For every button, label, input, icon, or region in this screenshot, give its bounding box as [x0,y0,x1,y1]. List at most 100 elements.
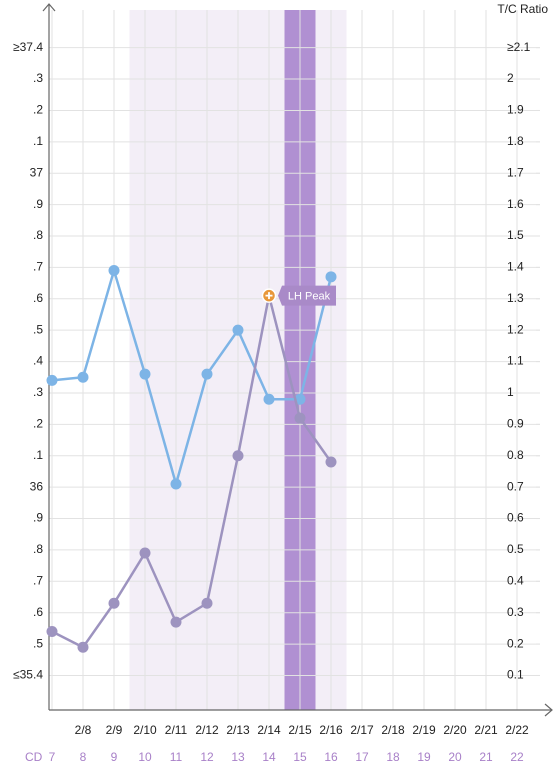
y2-tick-label: 0.8 [507,448,524,462]
annotation-box [278,285,336,306]
y2-tick-label: 1.8 [507,134,524,148]
series-line [51,266,333,489]
y2-tick-label: 1.6 [507,197,524,211]
y2-tick-label: 0.2 [507,636,524,650]
cycle-day-label: 8 [80,750,87,764]
x-tick-label: 2/11 [165,723,188,737]
x-tick-label: 2/22 [505,723,529,737]
x-tick-label: 2/16 [319,723,343,737]
data-point [77,641,89,653]
y-tick-label: ≥37.4 [13,40,43,54]
y2-tick-label: 0.5 [507,542,524,556]
y-tick-label: .6 [33,605,43,619]
y2-tick-label: 0.6 [507,511,524,525]
y2-tick-label: 0.1 [507,668,524,682]
x-tick-label: 2/10 [133,723,157,737]
x-tick-label: 2/19 [412,723,436,737]
y-tick-label: .1 [33,448,43,462]
y-tick-label: .7 [33,573,43,587]
data-point [325,271,337,283]
x-tick-label: 2/8 [75,723,92,737]
data-point [46,374,58,386]
y2-tick-label: 1.1 [507,354,524,368]
y2-tick-label: 0.9 [507,417,524,431]
x-tick-label: 2/13 [226,723,250,737]
x-tick-label: 2/20 [443,723,467,737]
cycle-day-label: 17 [355,750,369,764]
data-point [201,368,213,380]
data-point [263,393,275,405]
y-tick-label: .1 [33,134,43,148]
data-point [201,597,213,609]
y2-tick-label: 1.2 [507,322,524,336]
cycle-day-label: 7 [49,750,56,764]
y2-axis-label: T/C Ratio [497,2,548,16]
y2-tick-label: 1.7 [507,165,524,179]
cycle-day-label: 21 [479,750,493,764]
y-tick-label: .8 [33,228,43,242]
cycle-day-label: 13 [231,750,245,764]
y-tick-label: .9 [33,197,43,211]
cycle-day-label: 22 [510,750,524,764]
cycle-day-label: 18 [386,750,400,764]
data-point [232,324,244,336]
y-axis-arrow [42,3,56,12]
y2-tick-label: 2 [507,71,514,85]
y-tick-label: .3 [33,71,43,85]
y2-tick-label: 0.3 [507,605,524,619]
data-point [77,371,89,383]
y-tick-label: .7 [33,260,43,274]
y2-tick-label: 1.9 [507,103,524,117]
cycle-day-label: 16 [324,750,338,764]
y2-tick-label: 0.4 [507,573,524,587]
y2-tick-label: 1 [507,385,514,399]
data-point [139,368,151,380]
cycle-day-title: CD [25,750,43,764]
data-point [294,412,306,424]
y-tick-label: .2 [33,417,43,431]
data-point [108,265,120,277]
cycle-day-label: 14 [262,750,276,764]
cycle-day-label: 19 [417,750,431,764]
cycle-day-label: 9 [111,750,118,764]
y-tick-label: 37 [30,165,44,179]
cycle-day-label: 12 [200,750,214,764]
data-point [170,616,182,628]
y-tick-label: .5 [33,322,43,336]
cycle-day-label: 11 [170,750,183,764]
cycle-day-label: 20 [448,750,462,764]
x-tick-label: 2/21 [474,723,498,737]
data-point [46,626,58,638]
y-tick-label: .8 [33,542,43,556]
y-tick-label: .4 [33,354,43,368]
x-tick-label: 2/17 [350,723,374,737]
lh-peak-plus [265,292,273,300]
x-tick-label: 2/15 [288,723,312,737]
data-point [108,597,120,609]
y2-tick-label: 0.7 [507,479,524,493]
x-tick-label: 2/9 [106,723,123,737]
y-tick-label: .5 [33,636,43,650]
y2-tick-label: 1.3 [507,291,524,305]
y-tick-label: .2 [33,103,43,117]
x-axis-arrow [544,703,553,717]
x-tick-label: 2/18 [381,723,405,737]
y-tick-label: ≤35.4 [13,668,43,682]
annotation-text: LH Peak [288,291,331,303]
x-tick-label: 2/12 [195,723,219,737]
cycle-day-label: 15 [293,750,307,764]
y2-tick-label: ≥2.1 [507,40,531,54]
data-point [325,456,337,468]
y-tick-label: .3 [33,385,43,399]
y-tick-label: .6 [33,291,43,305]
background-layer [49,10,540,710]
data-point [170,478,182,490]
cycle-day-label: 10 [138,750,152,764]
data-point [232,450,244,462]
x-tick-label: 2/14 [257,723,281,737]
y-tick-label: .9 [33,511,43,525]
y2-tick-label: 1.5 [507,228,524,242]
data-point [139,547,151,559]
y2-tick-label: 1.4 [507,260,524,274]
